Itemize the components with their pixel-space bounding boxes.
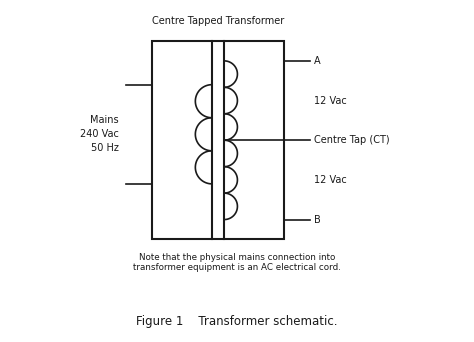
Text: Centre Tap (CT): Centre Tap (CT): [314, 135, 390, 145]
Text: Note that the physical mains connection into
transformer equipment is an AC elec: Note that the physical mains connection …: [133, 253, 341, 273]
Text: B: B: [314, 214, 321, 225]
Text: Mains
240 Vac
50 Hz: Mains 240 Vac 50 Hz: [80, 115, 118, 153]
Text: 12 Vac: 12 Vac: [314, 95, 347, 106]
Text: Figure 1    Transformer schematic.: Figure 1 Transformer schematic.: [136, 315, 338, 328]
Text: 12 Vac: 12 Vac: [314, 175, 347, 185]
Text: Centre Tapped Transformer: Centre Tapped Transformer: [152, 16, 284, 26]
Text: A: A: [314, 56, 321, 66]
